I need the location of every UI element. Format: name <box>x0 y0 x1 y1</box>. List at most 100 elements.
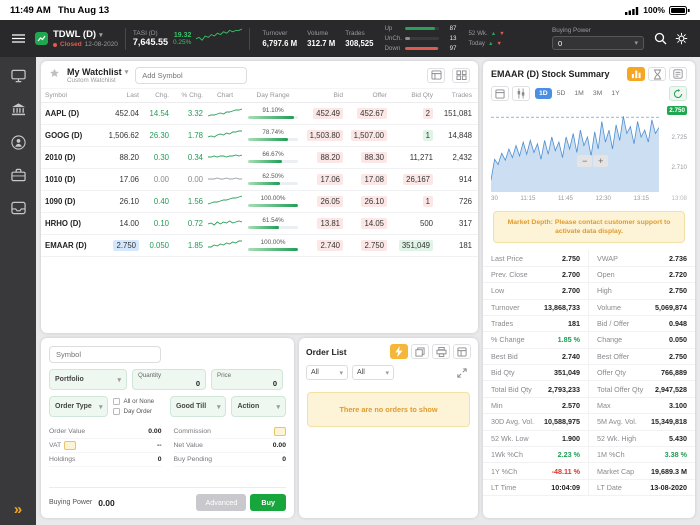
interval-1D[interactable]: 1D <box>535 88 552 99</box>
stat-value: 2,793,233 <box>548 384 580 394</box>
chart-layout-icon[interactable] <box>491 86 509 101</box>
copy-icon[interactable] <box>411 344 429 359</box>
column-header[interactable]: Bid <box>333 92 343 99</box>
column-header[interactable]: % Chg. <box>181 92 203 99</box>
all-or-none-checkbox[interactable]: All or None <box>113 398 164 405</box>
order-status-filter[interactable]: All ▾ <box>306 365 348 380</box>
vat-value: -- <box>156 442 162 449</box>
stat-value: 2.720 <box>669 269 687 279</box>
column-header[interactable]: Chart <box>216 92 234 99</box>
buy-button[interactable]: Buy <box>250 494 286 511</box>
good-till-select[interactable]: Good Till ▾ <box>169 396 227 417</box>
action-select[interactable]: Action ▾ <box>231 396 286 417</box>
divider <box>249 27 251 50</box>
table-row[interactable]: HRHO (D) 14.00 0.10 0.72 61.54% 13.81 14.05 500… <box>41 213 478 235</box>
tab-news[interactable] <box>669 67 687 81</box>
interval-1Y[interactable]: 1Y <box>611 90 620 97</box>
refresh-icon[interactable] <box>669 86 687 101</box>
interval-3M[interactable]: 3M <box>592 90 603 97</box>
buying-power-dropdown[interactable]: 0 ▾ <box>552 36 644 50</box>
column-header[interactable]: Day Range <box>256 92 290 99</box>
settings-gear-icon[interactable] <box>675 32 688 45</box>
sidebar-item-profile[interactable] <box>5 131 31 153</box>
table-row[interactable]: 1090 (D) 26.10 0.40 1.56 100.00% 26.05 26.10 1 7… <box>41 191 478 213</box>
range-indicators: 52 Wk. ▲ ▼ Today ▲ ▼ <box>468 30 504 47</box>
price-field[interactable]: Price 0 <box>211 369 283 390</box>
stat-row: LT Time 10:04:09 LT Date 13-08-2020 <box>483 479 695 497</box>
column-header[interactable]: Offer <box>372 92 387 99</box>
order-side-filter[interactable]: All ▾ <box>352 365 394 380</box>
table-row[interactable]: EMAAR (D) 2.750 0.050 1.85 100.00% 2.740 2.750… <box>41 235 478 257</box>
interval-5D[interactable]: 5D <box>556 90 566 97</box>
index-summary[interactable]: TASI (D) 7,645.55 19.32 0.25% <box>132 28 243 49</box>
empty-orders-message: There are no orders to show <box>307 392 470 427</box>
candlestick-icon[interactable] <box>512 86 530 101</box>
stat-label: High <box>597 286 612 296</box>
offer-cell: 17.08 <box>345 174 389 185</box>
watchlist-export-icon[interactable] <box>427 67 445 83</box>
last-cell: 1,506.62 <box>95 131 141 140</box>
table-row[interactable]: GOOG (D) 1,506.62 26.30 1.78 78.74% 1,503.80 1… <box>41 125 478 147</box>
order-value-label: Order Value <box>49 428 86 435</box>
stat-value: 2.736 <box>669 253 687 263</box>
expand-orders-icon[interactable] <box>453 365 471 380</box>
y-axis-label: 2.710 <box>671 164 687 172</box>
quantity-field[interactable]: Quantity 0 <box>132 369 206 390</box>
stat-label: LT Time <box>491 483 517 492</box>
stat-cell: Best Bid 2.740 <box>483 348 589 366</box>
sidebar-expand-icon[interactable]: » <box>13 501 23 518</box>
column-header[interactable]: Symbol <box>45 92 67 99</box>
order-symbol-input[interactable] <box>49 346 161 363</box>
zoom-in-button[interactable]: + <box>593 155 609 168</box>
column-header[interactable]: Chg. <box>155 92 169 99</box>
price-chart[interactable]: 2.750 2.725 2.710 − + <box>491 106 687 194</box>
stat-cell: 1Y %Ch -48.11 % <box>483 463 589 480</box>
vat-toggle-icon[interactable] <box>64 441 77 450</box>
portfolio-select[interactable]: Portfolio ▾ <box>49 369 127 390</box>
tab-trade-times[interactable] <box>648 67 666 81</box>
day-range-fill <box>248 115 294 119</box>
table-row[interactable]: AAPL (D) 452.04 14.54 3.32 91.10% 452.49 452.6… <box>41 103 478 125</box>
holdings-value: 0 <box>157 456 162 463</box>
advanced-button[interactable]: Advanced <box>196 494 247 511</box>
stat-label: 1Y %Ch <box>491 466 518 476</box>
watchlist-selector[interactable]: My Watchlist ▾ Custom Watchlist <box>67 67 128 84</box>
table-row[interactable]: 1010 (D) 17.06 0.00 0.00 62.50% 17.06 17.08 26,… <box>41 169 478 191</box>
tab-chart[interactable] <box>627 67 645 81</box>
print-icon[interactable] <box>432 344 450 359</box>
index-value: 7,645.55 <box>132 37 168 47</box>
column-header[interactable]: Bid Qty <box>411 92 433 99</box>
stat-label: % Change <box>491 335 525 345</box>
commission-toggle-icon[interactable] <box>274 427 286 436</box>
column-header[interactable]: Last <box>126 92 139 99</box>
day-range-bar <box>248 137 298 141</box>
trades-cell: 151,081 <box>443 109 472 118</box>
table-row[interactable]: 2010 (D) 88.20 0.30 0.34 66.67% 88.20 88.30 11,… <box>41 147 478 169</box>
sidebar-item-exchange[interactable] <box>5 98 31 120</box>
bid-cell: 2.740 <box>301 240 345 251</box>
watchlist-columns-icon[interactable] <box>452 67 470 83</box>
search-icon[interactable] <box>654 32 667 45</box>
bid-cell-value: 1,503.80 <box>306 130 343 141</box>
zoom-out-button[interactable]: − <box>577 155 593 168</box>
export-icon[interactable] <box>453 344 471 359</box>
stat-value: 10:04:09 <box>551 483 580 492</box>
change-cell: 26.30 <box>149 131 169 140</box>
sidebar-item-markets[interactable] <box>5 65 31 87</box>
quick-order-icon[interactable] <box>390 344 408 359</box>
stat-cell: LT Date 13-08-2020 <box>589 480 695 497</box>
add-symbol-input[interactable] <box>135 66 248 84</box>
stat-cell: 30D Avg. Vol. 10,588,975 <box>483 414 589 431</box>
bid-qty-cell: 1 <box>389 130 435 141</box>
order-type-select[interactable]: Order Type ▾ <box>49 396 109 417</box>
sidebar-item-orders[interactable] <box>5 197 31 219</box>
stat-label: 52 Wk. Low <box>491 433 529 443</box>
column-header[interactable]: Trades <box>451 92 472 99</box>
market-selector[interactable]: TDWL (D) ▾ Closed 12-08-2020 <box>53 29 118 48</box>
stat-value: 15,349,818 <box>651 417 687 427</box>
day-order-checkbox[interactable]: Day Order <box>113 408 164 415</box>
interval-1M[interactable]: 1M <box>574 90 584 97</box>
stat-cell: Offer Qty 766,889 <box>589 365 695 382</box>
sidebar-item-portfolio[interactable] <box>5 164 31 186</box>
menu-icon[interactable] <box>12 34 25 43</box>
